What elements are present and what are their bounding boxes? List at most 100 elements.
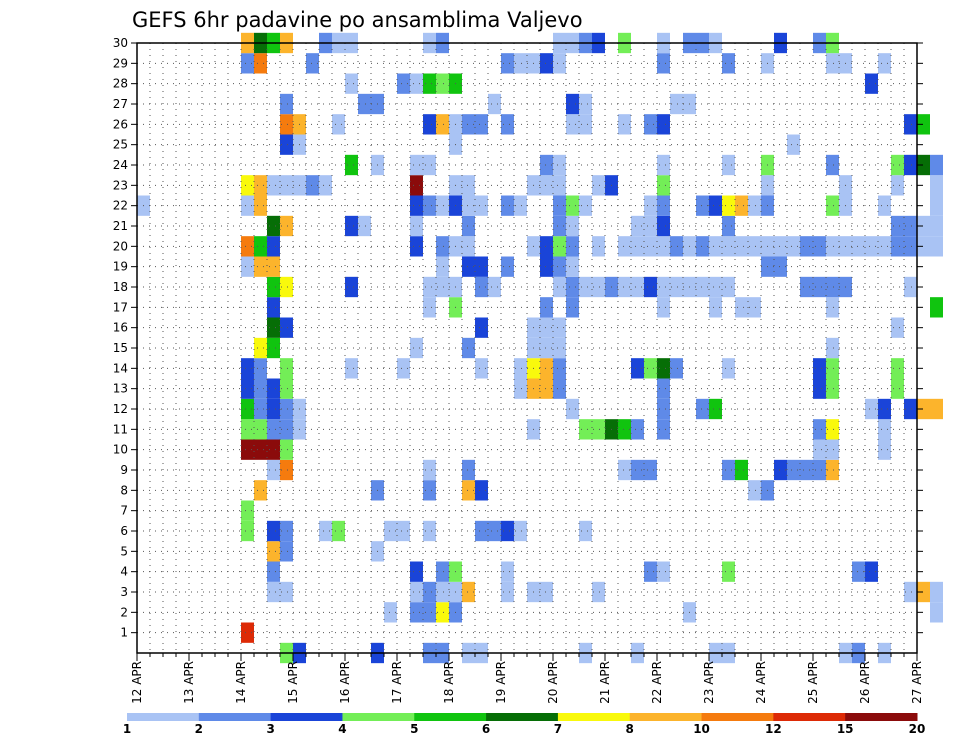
y-tick-label: 4: [120, 565, 128, 579]
heatmap-cell: [826, 358, 839, 379]
heatmap-cell: [748, 195, 761, 216]
heatmap-cell: [462, 195, 475, 216]
heatmap-cell: [241, 236, 254, 257]
heatmap-cell: [891, 175, 904, 196]
heatmap-cell: [566, 93, 579, 115]
heatmap-cell: [826, 276, 839, 298]
heatmap-cell: [254, 398, 267, 420]
y-tick-label: 27: [113, 97, 128, 111]
heatmap-cell: [553, 378, 566, 399]
heatmap-cell: [657, 276, 670, 298]
colorbar-swatch: [414, 713, 487, 721]
y-tick-label: 21: [113, 219, 128, 233]
heatmap-cell: [397, 358, 410, 379]
heatmap-cell: [657, 358, 670, 379]
colorbar: 1 2 3 4 5 6 7 8 10 12 15 20: [123, 713, 926, 736]
heatmap-cell: [410, 154, 423, 176]
colorbar-label: 10: [693, 722, 710, 736]
heatmap-cell: [254, 378, 267, 399]
heatmap-cell: [579, 276, 592, 298]
heatmap-cell: [709, 297, 722, 318]
heatmap-cell: [722, 236, 735, 257]
heatmap-cell: [280, 317, 293, 338]
colorbar-label: 5: [410, 722, 418, 736]
heatmap-cell: [514, 53, 527, 74]
heatmap-cell: [891, 358, 904, 379]
heatmap-cell: [735, 459, 748, 481]
heatmap-cell: [657, 398, 670, 420]
heatmap-cell: [345, 215, 358, 237]
heatmap-cell: [345, 358, 358, 379]
heatmap-cell: [475, 480, 488, 501]
heatmap-cell: [631, 419, 644, 440]
heatmap-cell: [332, 114, 345, 135]
heatmap-cell: [501, 53, 514, 74]
heatmap-cell: [722, 358, 735, 379]
y-tick-label: 15: [113, 341, 128, 355]
y-tick-label: 12: [113, 402, 128, 416]
heatmap-cell: [553, 358, 566, 379]
y-tick-label: 18: [113, 280, 128, 294]
heatmap-cell: [501, 256, 514, 277]
heatmap-cell: [657, 419, 670, 440]
heatmap-cell: [280, 419, 293, 440]
y-tick-label: 3: [120, 585, 128, 599]
colorbar-label: 20: [909, 722, 926, 736]
y-tick-label: 25: [113, 138, 128, 152]
heatmap-cell: [280, 581, 293, 603]
heatmap-cell: [267, 520, 280, 542]
heatmap-cell: [618, 276, 631, 298]
heatmap-cell: [826, 378, 839, 399]
heatmap-cell: [644, 276, 657, 298]
heatmap-cell: [254, 53, 267, 74]
colorbar-swatch: [629, 713, 703, 721]
heatmap-cell: [878, 398, 891, 420]
heatmap-cell: [631, 459, 644, 481]
heatmap-cell: [462, 480, 475, 501]
heatmap-cell: [904, 581, 917, 603]
heatmap-cell: [852, 561, 865, 582]
heatmap-cell: [553, 215, 566, 237]
heatmap-cell: [930, 195, 943, 216]
heatmap-cell: [709, 195, 722, 216]
heatmap-cell: [254, 358, 267, 379]
heatmap-cell: [917, 154, 930, 176]
colorbar-swatch: [270, 713, 343, 721]
heatmap-cell: [917, 114, 930, 135]
heatmap-cell: [241, 195, 254, 216]
colorbar-label: 4: [338, 722, 346, 736]
heatmap-cell: [813, 378, 826, 399]
y-tick-label: 20: [113, 239, 128, 253]
heatmap-cell: [462, 256, 475, 277]
heatmap-cell: [592, 581, 605, 603]
heatmap-cell: [657, 378, 670, 399]
heatmap-cell: [826, 337, 839, 359]
heatmap-cell: [436, 73, 449, 94]
heatmap-cell: [618, 459, 631, 481]
heatmap-cell: [540, 378, 553, 399]
heatmap-cell: [826, 236, 839, 257]
heatmap-cell: [826, 419, 839, 440]
heatmap-cell: [254, 195, 267, 216]
heatmap-cell: [280, 378, 293, 399]
y-tick-label: 5: [120, 544, 128, 558]
heatmap-cell: [865, 398, 878, 420]
heatmap-cell: [267, 337, 280, 359]
heatmap-cell: [254, 175, 267, 196]
heatmap-cell: [917, 236, 930, 257]
heatmap-cell: [540, 175, 553, 196]
axis-ticks: [131, 42, 923, 661]
heatmap-cell: [592, 236, 605, 257]
heatmap-cell: [423, 73, 436, 94]
heatmap-cell: [540, 256, 553, 277]
heatmap-cell: [319, 520, 332, 542]
heatmap-cell: [462, 175, 475, 196]
heatmap-cell: [930, 602, 943, 623]
heatmap-cell: [280, 93, 293, 115]
heatmap-cell: [280, 215, 293, 237]
heatmap-cell: [826, 53, 839, 74]
heatmap-cell: [618, 419, 631, 440]
heatmap-cell: [696, 195, 709, 216]
heatmap-cell: [592, 419, 605, 440]
heatmap-cell: [241, 500, 254, 521]
